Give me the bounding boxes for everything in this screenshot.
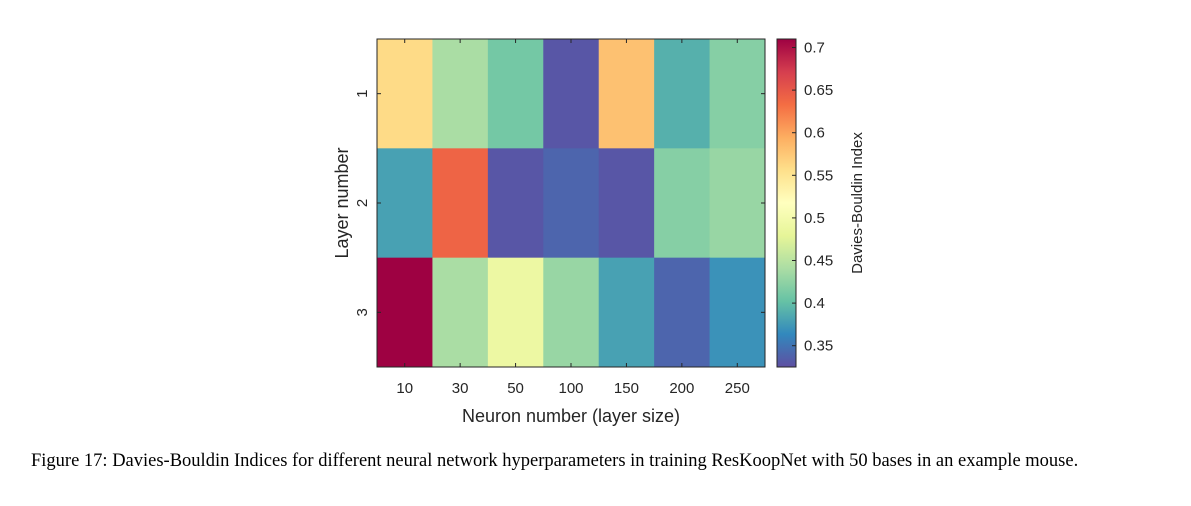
colorbar-tick-label: 0.45: [804, 253, 833, 270]
x-tick-label: 250: [725, 380, 750, 397]
heatmap-cell: [709, 148, 766, 259]
x-tick-label: 50: [507, 380, 524, 397]
colorbar-tick-label: 0.35: [804, 338, 833, 355]
heatmap-cell: [487, 39, 544, 149]
y-axis-ticks: 1 2 3: [354, 89, 765, 317]
heatmap-cell: [654, 148, 711, 259]
heatmap-cell: [709, 39, 766, 149]
heatmap-cell: [432, 39, 489, 149]
x-tick-label: 200: [669, 380, 694, 397]
y-tick-label: 2: [354, 199, 371, 207]
heatmap-cell: [598, 148, 655, 259]
heatmap-cell: [377, 148, 433, 259]
colorbar: [776, 38, 797, 368]
y-tick-label: 3: [354, 308, 371, 316]
heatmap-cell: [377, 39, 433, 149]
y-axis-label: Layer number: [332, 147, 352, 258]
heatmap-cell: [598, 39, 655, 149]
figure-caption: Figure 17: Davies-Bouldin Indices for di…: [31, 451, 1079, 471]
x-tick-label: 100: [558, 380, 583, 397]
y-tick-label: 1: [354, 89, 371, 97]
colorbar-tick-label: 0.4: [804, 295, 825, 312]
colorbar-label: Davies-Bouldin Index: [849, 132, 866, 274]
heatmap-cell: [709, 257, 766, 368]
heatmap-cells: [377, 39, 766, 368]
heatmap-cell: [432, 257, 489, 368]
colorbar-tick-label: 0.7: [804, 40, 825, 57]
heatmap-cell: [654, 257, 711, 368]
heatmap-cell: [377, 257, 433, 368]
heatmap-figure: 10 30 50 100 150 200 250 1 2 3 Neuron number (la…: [332, 38, 866, 426]
x-tick-label: 30: [452, 380, 469, 397]
heatmap-cell: [654, 39, 711, 149]
heatmap-cell: [543, 148, 600, 259]
colorbar-tick-label: 0.6: [804, 125, 825, 142]
colorbar-tick-label: 0.65: [804, 82, 833, 99]
x-tick-label: 10: [396, 380, 413, 397]
heatmap-cell: [598, 257, 655, 368]
colorbar-tick-label: 0.5: [804, 210, 825, 227]
heatmap-cell: [487, 148, 544, 259]
heatmap-cell: [487, 257, 544, 368]
heatmap-cell: [432, 148, 489, 259]
x-tick-label: 150: [614, 380, 639, 397]
heatmap-cell: [543, 257, 600, 368]
x-axis-label: Neuron number (layer size): [462, 406, 680, 426]
x-axis-ticks: 10 30 50 100 150 200 250: [396, 39, 750, 397]
heatmap-cell: [543, 39, 600, 149]
colorbar-ticks: 0.35 0.4 0.45 0.5 0.55 0.6 0.65 0.7: [792, 40, 833, 355]
colorbar-tick-label: 0.55: [804, 167, 833, 184]
